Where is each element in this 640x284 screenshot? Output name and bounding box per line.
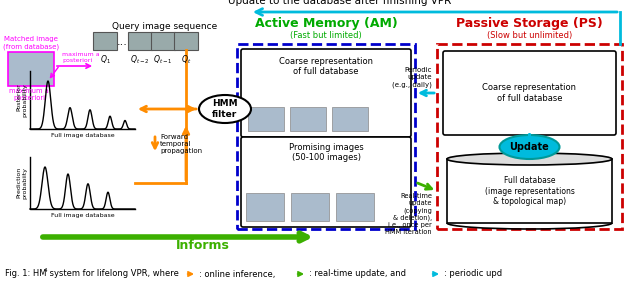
Text: Real-time
update
(copying
& deletion),
i.e., once per
HMM iteration: Real-time update (copying & deletion), i… [385,193,432,235]
Text: Coarse representation
of full database: Coarse representation of full database [279,57,373,76]
Text: Full image database: Full image database [51,213,115,218]
FancyBboxPatch shape [248,107,284,131]
Text: Active Memory (AM): Active Memory (AM) [255,17,397,30]
Text: HMM
filter: HMM filter [212,99,238,119]
Text: Full image database: Full image database [51,133,115,138]
FancyBboxPatch shape [241,137,411,227]
FancyBboxPatch shape [151,32,175,50]
Text: (Fast but limited): (Fast but limited) [290,31,362,40]
FancyBboxPatch shape [241,49,411,137]
Text: Periodic
update
(e.g., daily): Periodic update (e.g., daily) [392,68,432,88]
Text: : online inference,: : online inference, [199,270,278,279]
Text: Matched image
(from database): Matched image (from database) [3,37,59,50]
Ellipse shape [447,153,612,165]
Text: $Q_1$: $Q_1$ [100,54,111,66]
Text: Update to the database after finishing VPR: Update to the database after finishing V… [228,0,452,6]
Ellipse shape [499,135,559,159]
Text: ...: ... [116,37,127,47]
Text: Passive Storage (PS): Passive Storage (PS) [456,17,603,30]
Text: Posterior
probability: Posterior probability [16,83,27,117]
Text: Prediction
probabiity: Prediction probabiity [16,167,27,199]
FancyBboxPatch shape [336,193,374,221]
Text: Query image sequence: Query image sequence [113,22,218,31]
Text: Fig. 1: HM: Fig. 1: HM [5,270,47,279]
Text: $Q_{t-1}$: $Q_{t-1}$ [153,54,173,66]
Ellipse shape [199,95,251,123]
FancyBboxPatch shape [332,107,368,131]
Text: $Q_{t-2}$: $Q_{t-2}$ [130,54,150,66]
Text: Informs: Informs [176,239,230,252]
Text: : real-time update, and: : real-time update, and [309,270,408,279]
Text: $Q_t$: $Q_t$ [181,54,191,66]
Text: Coarse representation
of full database: Coarse representation of full database [483,83,577,103]
FancyBboxPatch shape [93,32,117,50]
FancyBboxPatch shape [128,32,152,50]
Text: maximum a
posteriori: maximum a posteriori [62,52,100,63]
FancyBboxPatch shape [246,193,284,221]
FancyBboxPatch shape [8,52,54,86]
Text: system for lifelong VPR, where: system for lifelong VPR, where [47,270,182,279]
FancyBboxPatch shape [291,193,329,221]
Text: Update: Update [509,142,549,152]
Text: Full database
(image representations
& topological map): Full database (image representations & t… [484,176,575,206]
FancyBboxPatch shape [447,159,612,223]
Text: : periodic upd: : periodic upd [444,270,502,279]
FancyBboxPatch shape [443,51,616,135]
Text: Forward
temporal
propagation: Forward temporal propagation [160,134,202,154]
Text: Promising images
(50-100 images): Promising images (50-100 images) [289,143,364,162]
Text: maximum a
posteriori: maximum a posteriori [9,88,49,101]
FancyBboxPatch shape [174,32,198,50]
FancyBboxPatch shape [290,107,326,131]
Text: (Slow but unlimited): (Slow but unlimited) [487,31,572,40]
Text: 4: 4 [44,268,47,273]
